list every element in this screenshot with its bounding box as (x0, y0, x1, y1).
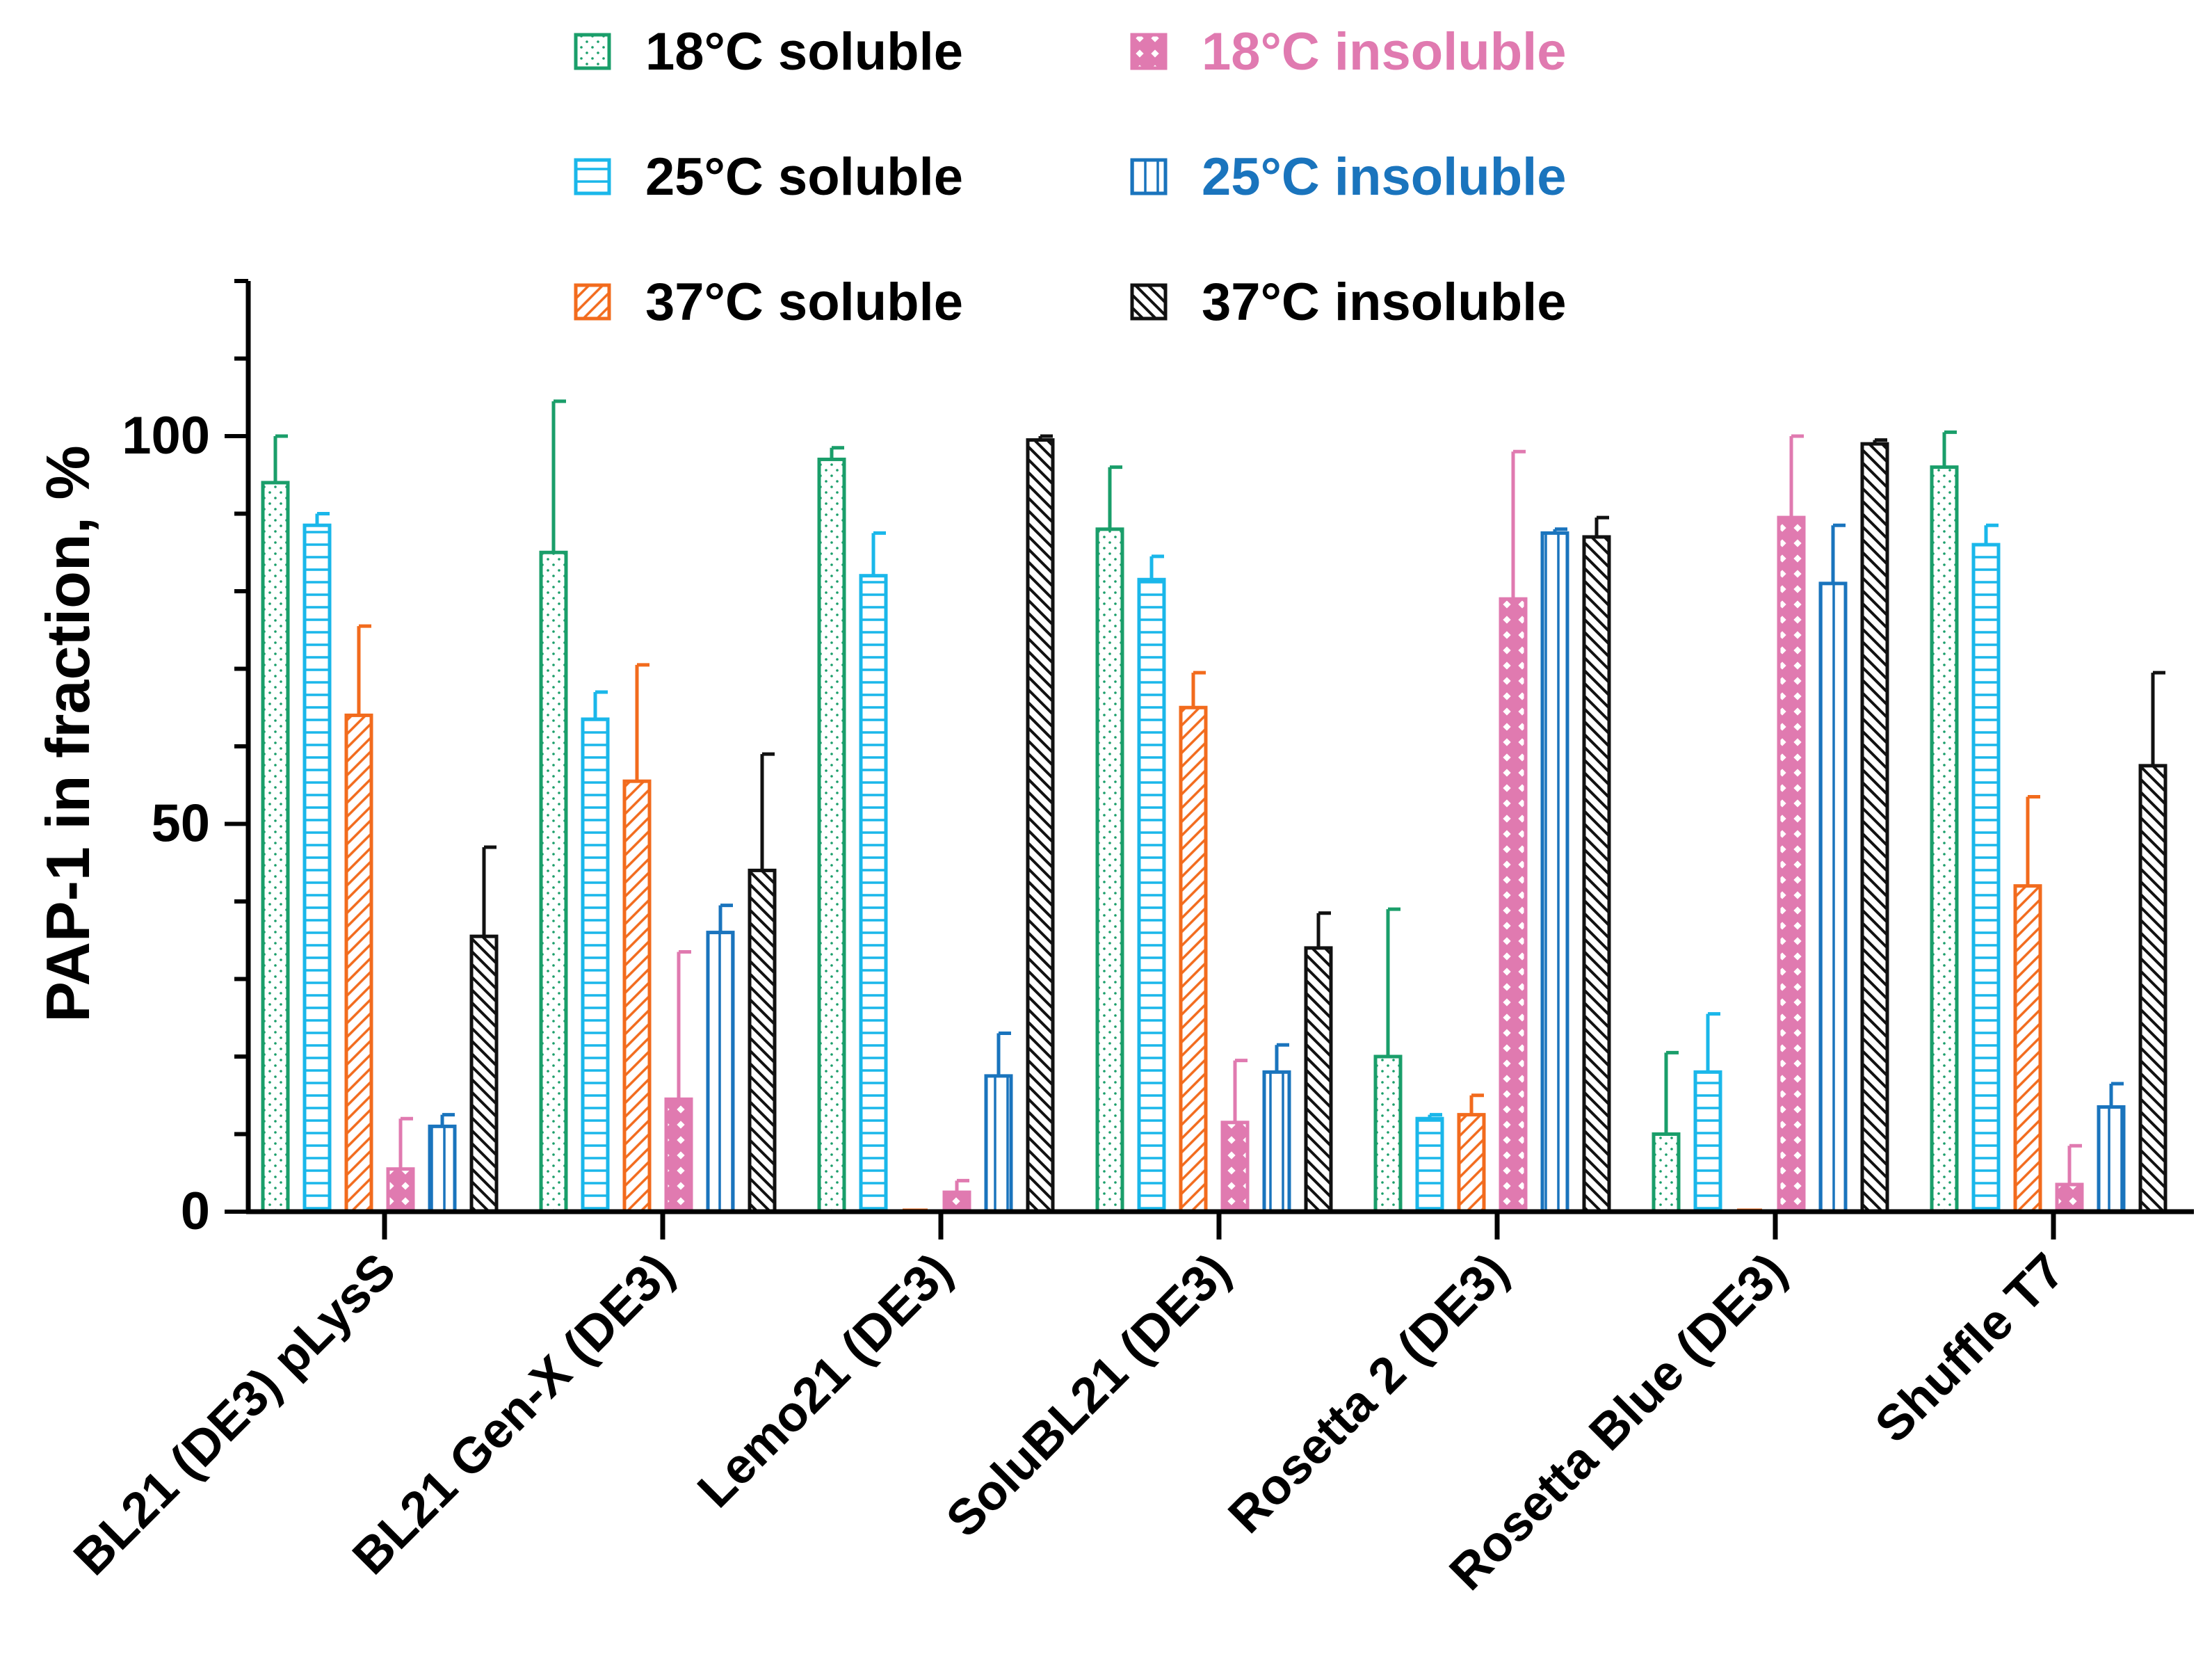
bar (302, 523, 332, 1214)
legend-label: 18°C soluble (645, 22, 963, 81)
bar (1971, 543, 2001, 1214)
bar (1930, 465, 1959, 1214)
legend-label: 37°C soluble (645, 273, 963, 332)
bar (1137, 577, 1166, 1214)
y-axis: 0 50 100 (122, 279, 251, 1241)
bars (261, 399, 2167, 1214)
bar (1304, 946, 1333, 1214)
legend-label: 18°C insoluble (1202, 22, 1567, 81)
legend-label: 25°C soluble (645, 147, 963, 207)
bar (386, 1167, 415, 1214)
y-tick-label: 0 (181, 1182, 210, 1241)
bar (1693, 1070, 1722, 1214)
bar (1818, 581, 1848, 1214)
bar (1457, 1113, 1486, 1214)
bar (1026, 438, 1055, 1214)
bar (1095, 527, 1124, 1214)
bar (748, 868, 777, 1214)
bar (469, 934, 499, 1214)
bar (1220, 1121, 1250, 1214)
legend-swatch (574, 283, 611, 321)
bar (664, 1097, 693, 1214)
bar (1179, 705, 1208, 1214)
bar (1777, 515, 1806, 1214)
bar (622, 779, 652, 1214)
bar (261, 481, 290, 1214)
legend-swatch (574, 33, 611, 70)
bar (539, 550, 568, 1214)
bar (1499, 597, 1528, 1214)
bar (706, 931, 735, 1214)
bar (1652, 1132, 1681, 1214)
category-label: Shuffle T7 (1865, 1243, 2076, 1454)
y-tick-label: 100 (122, 406, 210, 465)
y-tick-label: 50 (151, 794, 210, 853)
legend-swatch (1130, 33, 1168, 70)
bar (428, 1124, 457, 1214)
bar (1582, 535, 1611, 1214)
y-axis-title: PAP-1 in fraction, % (33, 445, 102, 1022)
bar (1262, 1070, 1291, 1214)
category-label: Lemo21 (DE3) (687, 1243, 962, 1518)
legend-swatch (1130, 158, 1168, 195)
bar (2097, 1105, 2126, 1214)
legend-swatch (1130, 283, 1168, 321)
bar (581, 717, 610, 1214)
legend: 18°C soluble 25°C soluble 37°C soluble 18°C… (574, 22, 1567, 332)
bar (984, 1074, 1013, 1214)
legend-label: 37°C insoluble (1202, 273, 1567, 332)
bar (2013, 884, 2042, 1214)
bar (2055, 1182, 2084, 1214)
bar (2138, 764, 2167, 1214)
legend-swatch (574, 158, 611, 195)
bar (1540, 531, 1569, 1214)
bar (344, 713, 373, 1214)
category-label: Rosetta 2 (DE3) (1218, 1243, 1519, 1544)
bar (817, 457, 846, 1214)
bar (942, 1190, 971, 1214)
category-label: SoluBL21 (DE3) (936, 1243, 1241, 1548)
bar (1860, 442, 1889, 1214)
legend-label: 25°C insoluble (1202, 147, 1567, 207)
bar (1373, 1054, 1403, 1214)
bar (1415, 1116, 1444, 1214)
bar (859, 574, 888, 1214)
